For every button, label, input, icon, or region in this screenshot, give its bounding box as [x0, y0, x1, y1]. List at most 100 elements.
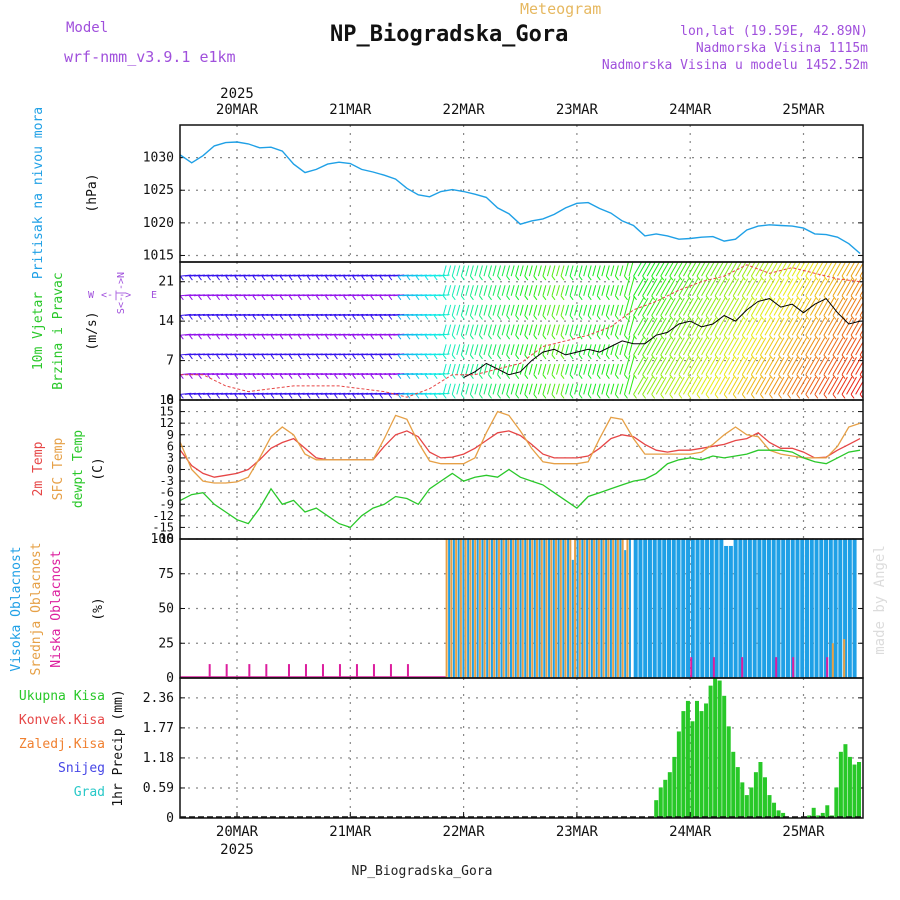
wind-barb	[764, 337, 776, 356]
wind-barb	[755, 278, 767, 297]
ytick-label-temperature: -9	[160, 497, 174, 511]
wind-barb	[805, 357, 817, 375]
cloud-bar-high	[824, 539, 829, 678]
wind-barb	[469, 363, 474, 375]
cloud-bar-high	[557, 539, 560, 678]
wind-barb	[501, 285, 506, 296]
wind-barb	[755, 337, 767, 356]
wind-barb	[519, 363, 524, 375]
wind-barb	[605, 265, 610, 277]
wind-barb	[651, 278, 663, 297]
cloud-bar-high	[771, 539, 776, 678]
cloud-legend-low: Niska Oblacnost	[49, 550, 64, 667]
wind-barb	[465, 363, 470, 375]
ytick-label-cloud: 100	[151, 532, 174, 547]
wind-barb	[583, 324, 588, 336]
cloud-bar-mid	[445, 539, 448, 678]
cloud-bar-low	[372, 664, 375, 678]
cloud-bar-mid	[843, 639, 846, 678]
temp-sfc-line	[180, 410, 861, 484]
wind-barb	[855, 301, 863, 316]
cloud-bar-high	[762, 539, 767, 678]
wind-barb	[497, 324, 502, 336]
wind-barb	[546, 285, 551, 296]
cloud-bar-mid	[474, 539, 477, 678]
wind-barb	[696, 278, 708, 297]
wind-barb	[764, 278, 776, 297]
wind-barb	[456, 363, 461, 375]
temp-legend-dew: dewpt Temp	[71, 430, 86, 508]
cloud-bar-high	[590, 539, 593, 678]
wind-barb	[546, 344, 551, 356]
cloud-bar-high	[643, 539, 648, 678]
wind-barb	[764, 376, 776, 395]
cloud-bar-high	[652, 539, 657, 678]
cloud-bar-mid	[626, 539, 629, 678]
wind-barb	[673, 262, 683, 277]
precip-bar	[685, 700, 690, 818]
wind-barb	[546, 265, 551, 277]
wind-barb	[633, 262, 643, 277]
cloud-bar-high	[667, 539, 672, 678]
cloud-bar-high	[738, 539, 743, 678]
wind-barb	[497, 265, 502, 277]
precip-bar	[838, 751, 843, 818]
wind-barb	[478, 344, 483, 356]
ytick-label-temperature: -6	[160, 486, 174, 500]
wind-barb	[497, 304, 502, 316]
wind-barb	[501, 324, 506, 336]
wind-barb	[605, 324, 610, 336]
wind-barb	[592, 265, 597, 277]
wind-barb	[637, 317, 649, 336]
wind-barb	[850, 297, 862, 316]
precip-bar	[704, 703, 709, 818]
wind-barb	[818, 317, 830, 336]
wind-barb	[855, 341, 863, 356]
wind-barb	[719, 357, 731, 375]
wind-barb	[601, 383, 606, 395]
wind-barb	[646, 317, 658, 336]
wind-barb	[755, 297, 767, 316]
cloud-bar-high	[719, 539, 724, 678]
cloud-bar-high	[543, 539, 546, 678]
wind-barb	[723, 317, 735, 336]
wind-barb	[483, 285, 488, 296]
wind-barb	[574, 344, 579, 356]
wind-barb	[506, 285, 511, 296]
wind-barb	[669, 337, 681, 356]
wind-barb	[764, 297, 776, 316]
cloud-bar-mid	[450, 539, 453, 678]
wind-barb	[633, 317, 644, 336]
wind-barb	[846, 357, 857, 375]
wind-barb	[678, 317, 690, 336]
cloud-bar-high	[700, 539, 705, 678]
wind-barb	[660, 262, 670, 277]
wind-barb	[741, 262, 751, 277]
cloud-bar-mid	[569, 539, 572, 678]
wind-barb	[601, 344, 606, 356]
wind-barb	[651, 357, 663, 375]
wind-barb	[587, 324, 592, 336]
cloud-bar-mid	[526, 539, 529, 678]
wind-barb	[469, 265, 474, 277]
wind-barb	[574, 363, 579, 375]
wind-barb	[596, 265, 601, 277]
wind-barb	[478, 383, 483, 395]
precip-bar	[816, 815, 821, 818]
wind-barb	[605, 344, 610, 356]
precip-bar	[722, 695, 727, 818]
cloud-bar-high	[847, 539, 852, 678]
wind-barb	[692, 278, 703, 297]
wind-barb	[510, 383, 515, 395]
cloud-bar-mid	[616, 539, 619, 678]
wind-barb	[569, 285, 574, 296]
wind-barb	[805, 278, 817, 297]
wind-barb	[533, 363, 538, 375]
wind-barb	[673, 317, 685, 336]
cloud-bar-high	[538, 539, 541, 678]
wind-barb	[488, 344, 492, 356]
wind-barb	[451, 363, 456, 375]
wind-barb	[705, 278, 717, 297]
cloud-bar-high	[586, 539, 589, 678]
cloud-bar-high	[814, 539, 819, 678]
